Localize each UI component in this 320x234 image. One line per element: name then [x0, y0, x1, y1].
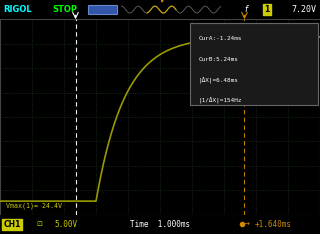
Text: CurA:-1.24ms: CurA:-1.24ms — [198, 36, 242, 41]
Text: 5.00V: 5.00V — [54, 220, 77, 229]
Text: |ΔX|=6.48ms: |ΔX|=6.48ms — [198, 76, 238, 83]
Text: STOP: STOP — [53, 5, 78, 14]
Text: CurB:5.24ms: CurB:5.24ms — [198, 57, 238, 62]
Text: CH1: CH1 — [3, 220, 20, 229]
Text: f: f — [245, 5, 248, 14]
FancyBboxPatch shape — [88, 5, 117, 14]
Text: Vmax(1)= 24.4V: Vmax(1)= 24.4V — [6, 202, 62, 209]
Text: |1/ΔX|=154Hz: |1/ΔX|=154Hz — [198, 97, 242, 103]
Text: 7.20V: 7.20V — [292, 5, 316, 14]
Text: +1.640ms: +1.640ms — [254, 220, 292, 229]
Bar — [190, 23, 318, 105]
Text: RIGOL: RIGOL — [3, 5, 32, 14]
Text: Time  1.000ms: Time 1.000ms — [130, 220, 190, 229]
Text: ⊡: ⊡ — [37, 221, 43, 227]
Text: 1: 1 — [265, 5, 270, 14]
Text: →: → — [243, 221, 249, 227]
